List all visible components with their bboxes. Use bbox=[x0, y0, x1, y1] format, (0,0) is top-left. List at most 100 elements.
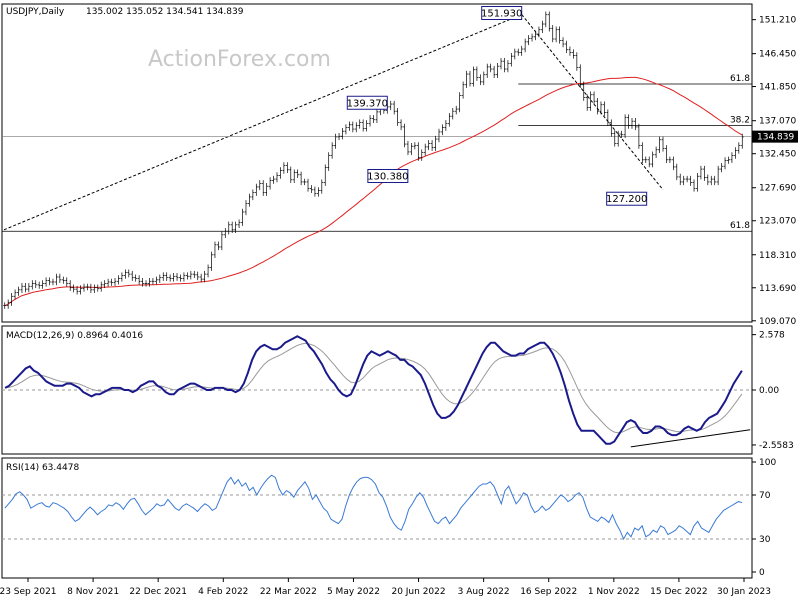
price-bar bbox=[706, 174, 710, 186]
price-bar bbox=[513, 48, 517, 60]
price-bar bbox=[199, 273, 203, 283]
price-bar bbox=[640, 142, 644, 163]
price-bar bbox=[241, 208, 245, 226]
price-bar bbox=[447, 112, 451, 127]
price-bar bbox=[544, 11, 548, 28]
price-bar bbox=[347, 121, 351, 131]
price-bar bbox=[616, 130, 620, 147]
price-bar bbox=[499, 57, 503, 70]
price-bar bbox=[423, 143, 427, 156]
y-tick-label: 146.450 bbox=[759, 50, 796, 60]
price-bar bbox=[330, 142, 334, 159]
price-bar bbox=[561, 37, 565, 48]
price-bar bbox=[465, 70, 469, 88]
price-bar bbox=[730, 152, 734, 163]
price-bar bbox=[520, 45, 524, 56]
price-bar bbox=[44, 277, 48, 287]
price-annotation-box bbox=[481, 6, 523, 21]
x-tick-label: 22 Mar 2022 bbox=[260, 587, 317, 597]
price-bar bbox=[278, 167, 282, 179]
price-bar bbox=[323, 164, 327, 186]
price-annotation-box bbox=[346, 95, 388, 110]
x-tick-label: 3 Aug 2022 bbox=[458, 587, 510, 597]
last-price-tag: 134.839 bbox=[752, 130, 798, 143]
price-bar bbox=[692, 179, 696, 192]
price-bar bbox=[151, 278, 155, 285]
price-bar bbox=[354, 122, 358, 133]
price-bar bbox=[82, 283, 86, 292]
price-bar bbox=[103, 280, 107, 289]
price-bar bbox=[58, 273, 62, 284]
price-bar bbox=[458, 92, 462, 113]
price-bar bbox=[627, 114, 631, 129]
price-bar bbox=[268, 177, 272, 190]
price-bar bbox=[196, 271, 200, 281]
price-bar bbox=[396, 107, 400, 126]
price-bar bbox=[620, 130, 624, 138]
price-bar bbox=[440, 124, 444, 136]
price-bar bbox=[41, 280, 45, 289]
price-bar bbox=[116, 275, 120, 285]
price-bar bbox=[399, 119, 403, 131]
x-tick-label: 8 Nov 2021 bbox=[67, 587, 119, 597]
price-bar bbox=[85, 283, 89, 291]
price-bar bbox=[716, 165, 720, 186]
price-bar bbox=[299, 171, 303, 186]
price-bar bbox=[237, 219, 241, 229]
price-annotation: 151.930 bbox=[481, 6, 523, 21]
macd-y-tick-label: 0.00 bbox=[759, 386, 779, 396]
price-bar bbox=[658, 136, 662, 153]
price-bar bbox=[699, 165, 703, 180]
price-bar bbox=[165, 272, 169, 281]
rsi-panel bbox=[1, 457, 753, 579]
price-annotation: 127.200 bbox=[606, 191, 647, 206]
price-bar bbox=[178, 274, 182, 282]
price-bar bbox=[427, 140, 431, 151]
price-bar bbox=[99, 281, 103, 292]
price-bar bbox=[92, 284, 96, 294]
price-bar bbox=[137, 275, 141, 285]
price-bar bbox=[34, 280, 38, 289]
fib-level-label: 38.2 bbox=[730, 115, 750, 125]
price-bar bbox=[175, 273, 179, 281]
price-bar bbox=[430, 140, 434, 151]
price-bar bbox=[668, 156, 672, 163]
price-bar bbox=[113, 278, 117, 286]
price-bar bbox=[54, 273, 58, 286]
x-axis: 23 Sep 2021 8 Nov 2021 22 Dec 2021 4 Feb 20… bbox=[0, 578, 771, 597]
price-bar bbox=[478, 74, 482, 86]
price-bar bbox=[565, 40, 569, 53]
price-bar bbox=[96, 284, 100, 292]
price-bar bbox=[134, 274, 138, 282]
price-bar bbox=[220, 231, 224, 251]
price-bar bbox=[596, 97, 600, 115]
price-bar bbox=[654, 146, 658, 158]
price-bar bbox=[392, 100, 396, 115]
price-bar bbox=[599, 101, 603, 115]
price-bar bbox=[726, 156, 730, 164]
macd-y-tick-label: 2.578 bbox=[759, 331, 785, 341]
x-tick-label: 22 Dec 2021 bbox=[129, 587, 187, 597]
x-tick-label: 16 Sep 2022 bbox=[520, 587, 577, 597]
price-bar bbox=[365, 120, 369, 132]
price-bar bbox=[340, 127, 344, 140]
macd-layer: 2.578 0.00 -2.5583 bbox=[2, 331, 794, 451]
price-bar bbox=[409, 142, 413, 156]
price-bar bbox=[316, 187, 320, 197]
price-bar bbox=[20, 283, 24, 294]
price-bar bbox=[203, 270, 207, 283]
watermark: ActionForex.com bbox=[148, 47, 331, 72]
price-bar bbox=[344, 124, 348, 135]
price-bar bbox=[551, 25, 555, 43]
price-bar bbox=[471, 66, 475, 87]
price-bar bbox=[737, 142, 741, 154]
price-bar bbox=[79, 285, 83, 295]
price-bar bbox=[120, 272, 124, 282]
fib-level-label: 61.8 bbox=[730, 221, 750, 231]
price-bar bbox=[527, 35, 531, 46]
price-bar bbox=[358, 119, 362, 129]
price-bar bbox=[27, 283, 31, 293]
price-bar bbox=[141, 278, 145, 287]
price-bar bbox=[3, 302, 7, 309]
